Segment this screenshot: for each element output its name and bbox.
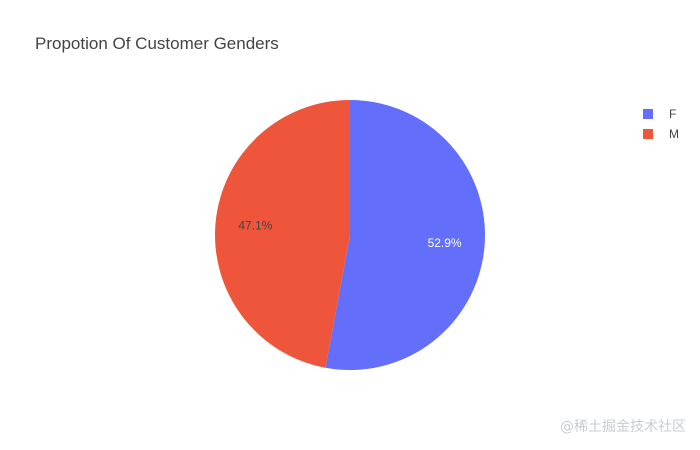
legend-label-f: F [669,107,677,121]
pie-slices [215,100,486,370]
chart-title: Propotion Of Customer Genders [35,34,279,53]
pie-label-m: 47.1% [238,219,272,233]
legend-item-m[interactable]: M [642,124,679,144]
legend-label-m: M [669,127,679,141]
pie-labels: 52.9% 47.1% [238,219,462,250]
pie-slice-f[interactable] [325,100,486,370]
watermark-text: @稀土掘金技术社区 [560,419,686,435]
legend-swatch-f [642,108,654,120]
pie-slice-m[interactable] [215,100,350,368]
legend-swatch-m [642,128,654,140]
legend: F M [642,104,679,144]
legend-item-f[interactable]: F [642,104,679,124]
pie-label-f: 52.9% [428,236,462,250]
